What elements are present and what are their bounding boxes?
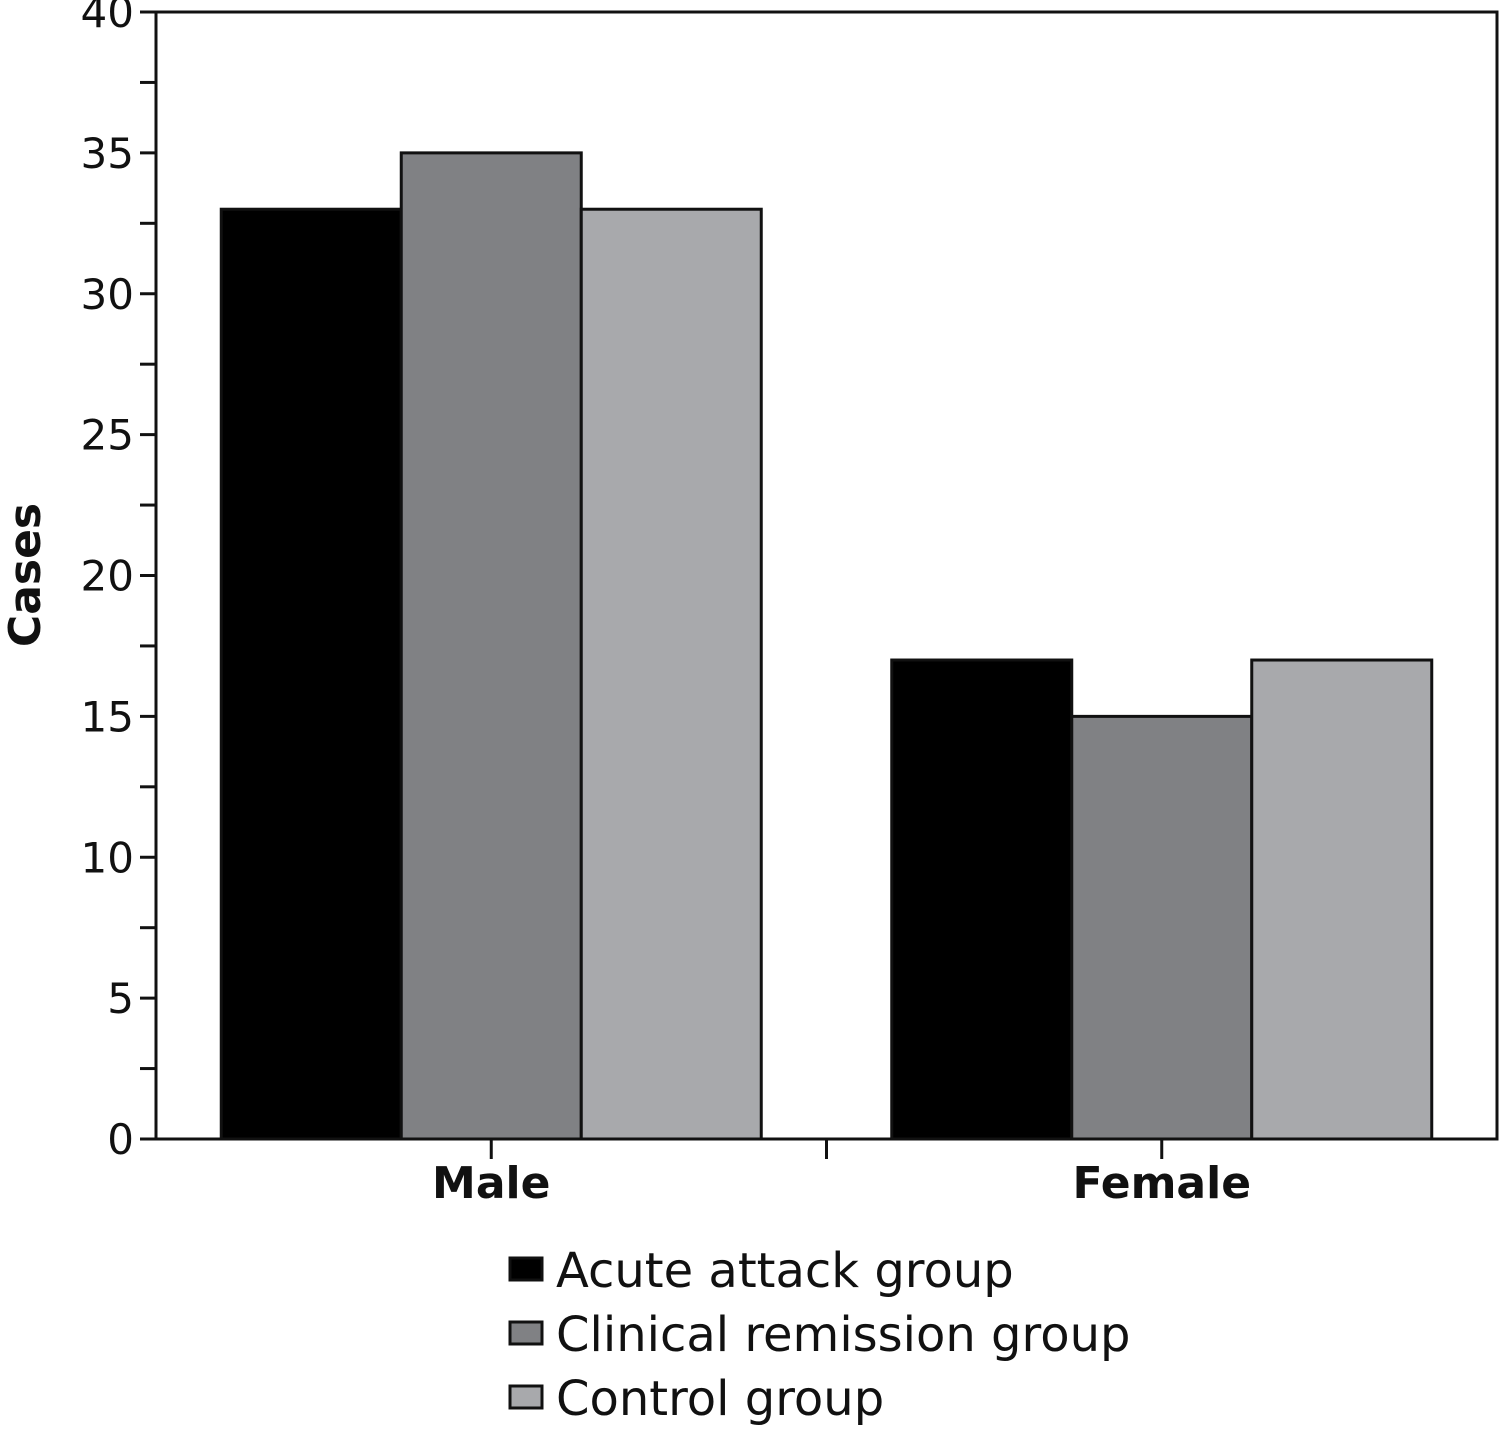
y-tick-label: 15 bbox=[81, 692, 134, 741]
y-tick-label: 0 bbox=[107, 1115, 134, 1164]
legend-label: Clinical remission group bbox=[556, 1307, 1130, 1363]
legend-swatch bbox=[508, 1384, 544, 1410]
legend-swatch bbox=[508, 1320, 544, 1346]
y-axis-tick-labels: 0 5 10 15 20 25 30 35 40 bbox=[81, 0, 134, 1164]
y-tick-label: 35 bbox=[81, 129, 134, 178]
x-tick-label: Male bbox=[432, 1158, 550, 1209]
legend-swatch bbox=[508, 1256, 544, 1282]
y-tick-label: 5 bbox=[107, 974, 134, 1023]
y-tick-label: 30 bbox=[81, 270, 134, 319]
x-tick-label: Female bbox=[1072, 1158, 1251, 1209]
bar-male-clinical-remission-group bbox=[399, 151, 583, 1141]
bar-female-clinical-remission-group bbox=[1070, 714, 1254, 1141]
bar-female-acute-attack-group bbox=[890, 658, 1074, 1141]
y-tick-label: 20 bbox=[81, 552, 134, 601]
y-tick-label: 25 bbox=[81, 411, 134, 460]
bar-male-control-group bbox=[579, 207, 763, 1141]
bar-female-control-group bbox=[1250, 658, 1434, 1141]
legend-label: Acute attack group bbox=[556, 1243, 1014, 1299]
y-tick-label: 40 bbox=[81, 0, 134, 37]
y-tick-label: 10 bbox=[81, 833, 134, 882]
x-axis-tick-labels: Male Female bbox=[432, 1158, 1251, 1209]
bars bbox=[219, 151, 1434, 1141]
legend: Acute attack group Clinical remission gro… bbox=[508, 1243, 1130, 1427]
legend-label: Control group bbox=[556, 1371, 884, 1427]
bar-male-acute-attack-group bbox=[219, 207, 403, 1141]
y-axis-title: Cases bbox=[0, 503, 51, 647]
x-axis-ticks bbox=[489, 1139, 1164, 1159]
y-axis-ticks bbox=[140, 10, 156, 1141]
